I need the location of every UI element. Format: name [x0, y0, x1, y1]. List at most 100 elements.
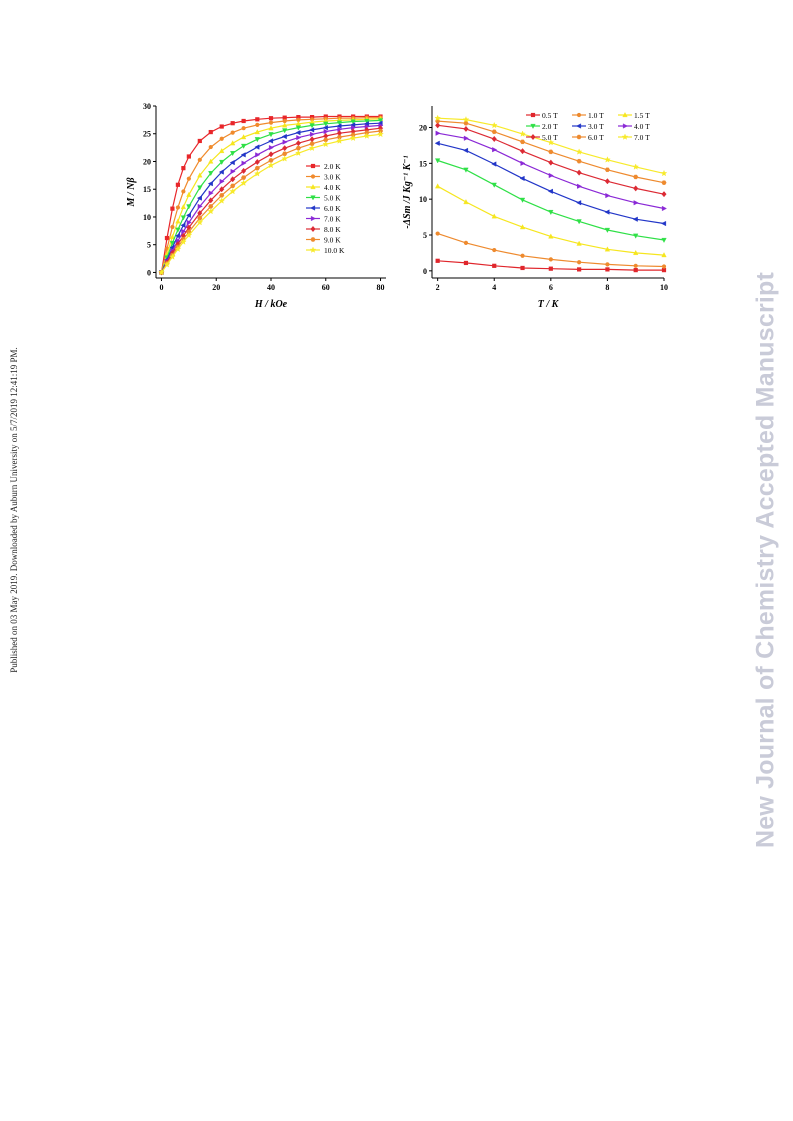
mh-data-point: [175, 182, 181, 187]
ds-data-point: [519, 197, 526, 203]
mh-data-point: [282, 122, 288, 128]
mh-data-point: [254, 137, 260, 143]
mh-data-point: [241, 167, 247, 174]
mh-data-point: [254, 165, 260, 171]
mh-data-point: [180, 222, 186, 228]
ds-y-tick-label: 10: [419, 195, 427, 204]
mh-legend-label: 7.0 K: [324, 214, 341, 223]
ds-legend-item: 5.0 T: [526, 133, 558, 142]
ds-legend-marker: [576, 112, 582, 118]
mh-data-point: [207, 207, 215, 215]
mh-legend-marker: [310, 225, 316, 233]
ds-data-point: [519, 139, 526, 145]
mh-data-point: [240, 134, 247, 140]
ds-data-point: [605, 262, 610, 267]
ds-data-point: [463, 167, 469, 173]
ds-data-point: [661, 180, 667, 185]
mh-data-point: [309, 123, 315, 129]
mh-data-point: [323, 137, 329, 143]
ds-series: [435, 122, 667, 198]
mh-x-tick-label: 80: [377, 283, 385, 292]
ds-legend-label: 2.0 T: [542, 122, 558, 131]
mh-data-point: [169, 240, 176, 246]
mh-data-point: [255, 152, 261, 158]
mh-data-point: [309, 114, 315, 120]
mh-x-tick-label: 0: [159, 283, 163, 292]
mh-series: [158, 118, 384, 276]
ds-series: [434, 114, 668, 177]
mh-data-point: [377, 118, 384, 124]
ds-data-point: [435, 258, 440, 263]
ds-data-point: [548, 233, 554, 239]
ds-data-point: [576, 219, 582, 225]
mh-data-point: [254, 158, 260, 166]
mh-x-tick-label: 40: [267, 283, 275, 292]
ds-data-point: [577, 183, 583, 189]
mh-data-point: [186, 191, 192, 197]
ds-data-point: [435, 231, 440, 236]
mh-x-tick-label: 20: [212, 283, 220, 292]
ds-x-axis-label: T / K: [538, 299, 560, 310]
ds-data-point: [605, 192, 611, 199]
ds-data-point: [660, 169, 668, 177]
ds-data-point: [548, 266, 553, 271]
ds-data-point: [661, 205, 667, 212]
ds-data-point: [661, 191, 667, 198]
mh-data-point: [363, 132, 371, 139]
ds-data-point: [491, 129, 497, 135]
mh-legend-marker: [310, 205, 316, 211]
mh-legend-marker: [310, 163, 316, 169]
ds-legend-label: 0.5 T: [542, 111, 558, 120]
ds-series-line: [437, 132, 665, 210]
mh-data-point: [197, 215, 203, 221]
ds-data-point: [463, 199, 469, 205]
ds-x-tick-label: 6: [549, 283, 553, 292]
ds-data-point: [604, 167, 610, 172]
ds-data-point: [519, 175, 525, 182]
mh-data-point: [197, 210, 203, 217]
ds-data-point: [633, 268, 638, 273]
ds-data-point: [661, 264, 667, 269]
mh-data-point: [163, 261, 171, 268]
ds-data-point: [633, 263, 638, 268]
ds-data-point: [492, 147, 498, 153]
mh-data-point: [241, 160, 247, 166]
ds-data-point: [434, 140, 440, 146]
ds-legend-item: 4.0 T: [618, 122, 650, 131]
mh-data-point: [218, 169, 224, 175]
mh-data-point: [230, 140, 236, 146]
mh-data-point: [240, 179, 247, 186]
ds-data-point: [490, 121, 498, 129]
ds-data-point: [576, 158, 582, 164]
ds-legend-marker: [530, 112, 536, 118]
ds-data-point: [463, 125, 469, 132]
mh-legend-item: 10.0 K: [306, 246, 345, 255]
mh-data-point: [186, 204, 192, 210]
ds-data-point: [548, 209, 554, 216]
ds-data-point: [547, 188, 553, 194]
mh-data-point: [323, 128, 329, 135]
ds-y-axis-label: -ΔSm /J Kg⁻¹ K⁻¹: [402, 155, 413, 228]
ds-data-point: [491, 213, 497, 219]
mh-data-point: [175, 218, 181, 224]
ds-data-point: [633, 174, 639, 180]
mh-data-point: [268, 132, 274, 138]
mh-data-point: [268, 120, 274, 125]
mh-data-point: [208, 144, 213, 150]
mh-data-point: [208, 197, 214, 204]
journal-watermark-text: New Journal of Chemistry Accepted Manusc…: [751, 271, 780, 849]
mh-data-point: [241, 126, 246, 131]
mh-data-point: [181, 228, 187, 235]
ds-data-point: [491, 161, 497, 167]
mh-data-point: [196, 219, 204, 226]
mh-data-point: [208, 190, 214, 196]
ds-data-point: [435, 122, 441, 129]
mh-data-point: [309, 136, 315, 143]
mh-data-point: [268, 125, 274, 131]
mh-data-point: [230, 121, 235, 126]
mh-data-point: [282, 118, 287, 124]
mh-data-point: [295, 145, 301, 151]
mh-y-tick-label: 25: [143, 130, 151, 139]
mh-data-point: [197, 185, 203, 191]
mh-data-point: [169, 253, 176, 260]
